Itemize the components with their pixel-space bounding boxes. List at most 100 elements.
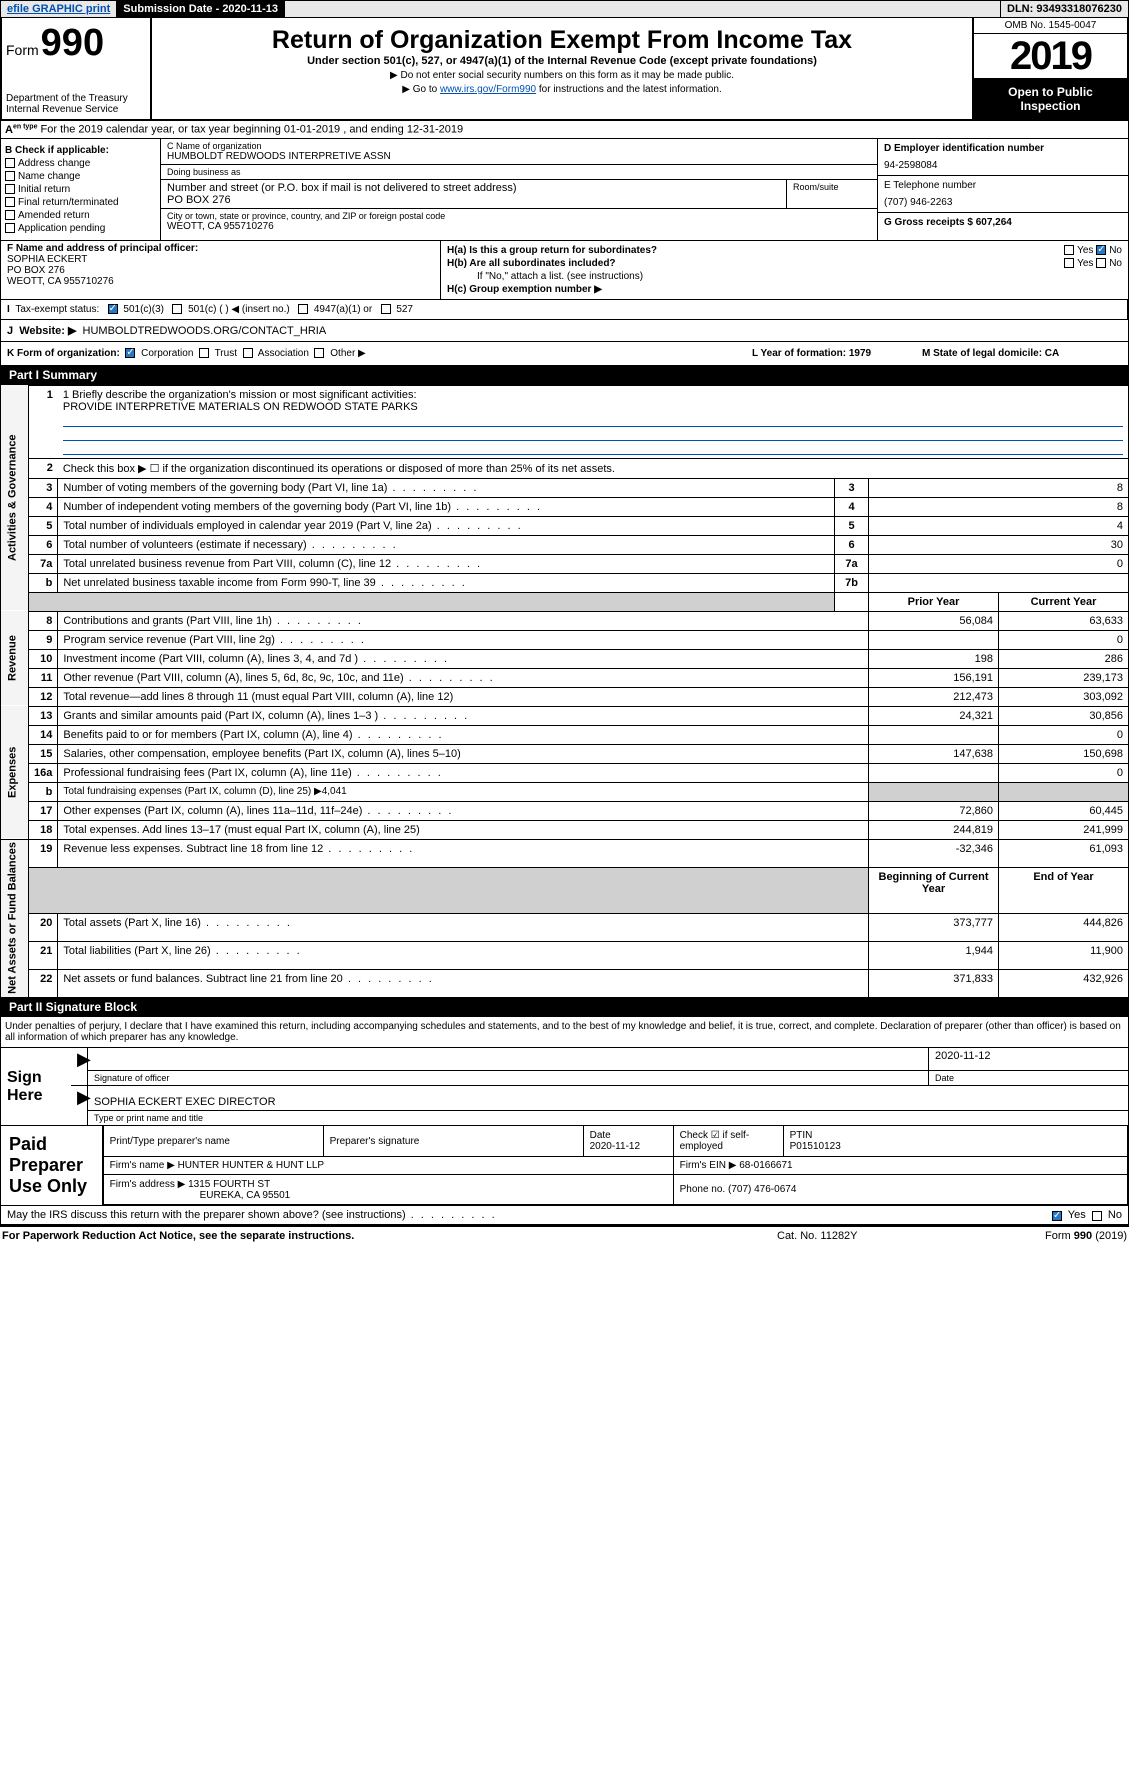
hc-label: H(c) Group exemption number ▶ — [447, 284, 602, 295]
val-20c: 444,826 — [999, 913, 1129, 941]
box-deg: D Employer identification number 94-2598… — [878, 139, 1128, 240]
form-title: Return of Organization Exempt From Incom… — [156, 26, 968, 55]
c-addr-label: Number and street (or P.O. box if mail i… — [167, 182, 780, 194]
chk-hb-no[interactable] — [1096, 258, 1106, 268]
firm-ein: 68-0166671 — [739, 1160, 792, 1171]
perjury-declaration: Under penalties of perjury, I declare th… — [0, 1017, 1129, 1048]
val-15p: 147,638 — [869, 744, 999, 763]
c-name-label: C Name of organization — [167, 141, 871, 151]
form-rev: Form 990 (2019) — [977, 1230, 1127, 1242]
efile-link[interactable]: efile GRAPHIC print — [1, 1, 117, 17]
officer-name: SOPHIA ECKERT — [7, 254, 87, 265]
val-21p: 1,944 — [869, 942, 999, 970]
chk-discuss-yes[interactable] — [1052, 1211, 1062, 1221]
form990-link[interactable]: www.irs.gov/Form990 — [440, 84, 536, 95]
name-title-label: Type or print name and title — [87, 1110, 1128, 1125]
val-17p: 72,860 — [869, 801, 999, 820]
val-16ac: 0 — [999, 763, 1129, 782]
form-number: Form990 — [6, 22, 146, 65]
officer-addr1: PO BOX 276 — [7, 265, 65, 276]
chk-name-change[interactable] — [5, 171, 15, 181]
chk-hb-yes[interactable] — [1064, 258, 1074, 268]
g-label: G Gross receipts $ 607,264 — [884, 217, 1012, 228]
val-7a: 0 — [869, 554, 1129, 573]
org-street: PO BOX 276 — [167, 194, 780, 206]
chk-assoc[interactable] — [243, 348, 253, 358]
val-15c: 150,698 — [999, 744, 1129, 763]
chk-final-return[interactable] — [5, 197, 15, 207]
val-19p: -32,346 — [869, 839, 999, 867]
side-governance: Activities & Governance — [1, 385, 29, 611]
section-fh: F Name and address of principal officer:… — [0, 241, 1129, 300]
form-note-2: ▶ Go to www.irs.gov/Form990 for instruct… — [156, 84, 968, 95]
summary-table: Activities & Governance 1 1 Briefly desc… — [0, 385, 1129, 999]
form-subtitle: Under section 501(c), 527, or 4947(a)(1)… — [156, 55, 968, 67]
val-12c: 303,092 — [999, 687, 1129, 706]
side-revenue: Revenue — [1, 611, 29, 706]
dept-treasury: Department of the Treasury Internal Reve… — [6, 93, 146, 115]
val-14c: 0 — [999, 725, 1129, 744]
chk-501c3[interactable] — [108, 304, 118, 314]
prep-check: Check ☑ if self-employed — [673, 1126, 783, 1156]
chk-corp[interactable] — [125, 348, 135, 358]
chk-501c[interactable] — [172, 304, 182, 314]
box-b: B Check if applicable: Address change Na… — [1, 139, 161, 240]
val-20p: 373,777 — [869, 913, 999, 941]
org-city: WEOTT, CA 955710276 — [167, 221, 871, 232]
val-7b — [869, 573, 1129, 592]
chk-amended[interactable] — [5, 210, 15, 220]
sig-date-label: Date — [928, 1070, 1128, 1085]
val-22p: 371,833 — [869, 970, 999, 998]
firm-addr2: EUREKA, CA 95501 — [200, 1190, 291, 1201]
paid-preparer-block: Paid Preparer Use Only Print/Type prepar… — [0, 1126, 1129, 1206]
side-expenses: Expenses — [1, 706, 29, 839]
hb-note: If "No," attach a list. (see instruction… — [447, 271, 1122, 282]
val-21c: 11,900 — [999, 942, 1129, 970]
val-13c: 30,856 — [999, 706, 1129, 725]
topbar-spacer — [285, 1, 1001, 17]
val-10p: 198 — [869, 649, 999, 668]
page-footer: For Paperwork Reduction Act Notice, see … — [0, 1225, 1129, 1245]
firm-phone: (707) 476-0674 — [728, 1184, 796, 1195]
d-label: D Employer identification number — [884, 143, 1044, 154]
val-11p: 156,191 — [869, 668, 999, 687]
val-11c: 239,173 — [999, 668, 1129, 687]
val-22c: 432,926 — [999, 970, 1129, 998]
chk-application[interactable] — [5, 223, 15, 233]
chk-trust[interactable] — [199, 348, 209, 358]
chk-ha-no[interactable] — [1096, 245, 1106, 255]
chk-discuss-no[interactable] — [1092, 1211, 1102, 1221]
discuss-row: May the IRS discuss this return with the… — [0, 1206, 1129, 1225]
chk-ha-yes[interactable] — [1064, 245, 1074, 255]
chk-other[interactable] — [314, 348, 324, 358]
chk-527[interactable] — [381, 304, 391, 314]
year-formation: L Year of formation: 1979 — [752, 348, 871, 359]
website: HUMBOLDTREDWOODS.ORG/CONTACT_HRIA — [83, 325, 327, 337]
chk-initial-return[interactable] — [5, 184, 15, 194]
chk-4947[interactable] — [298, 304, 308, 314]
top-bar: efile GRAPHIC print Submission Date - 20… — [0, 0, 1129, 18]
val-6: 30 — [869, 535, 1129, 554]
room-suite-label: Room/suite — [787, 180, 877, 208]
paid-preparer-label: Paid Preparer Use Only — [1, 1126, 103, 1205]
val-19c: 61,093 — [999, 839, 1129, 867]
prep-date: 2020-11-12 — [590, 1141, 640, 1152]
submission-date: Submission Date - 2020-11-13 — [117, 1, 285, 17]
dln: DLN: 93493318076230 — [1001, 1, 1128, 17]
val-3: 8 — [869, 478, 1129, 497]
val-9c: 0 — [999, 630, 1129, 649]
cat-no: Cat. No. 11282Y — [777, 1230, 977, 1242]
row-j: J Website: ▶ HUMBOLDTREDWOODS.ORG/CONTAC… — [0, 320, 1129, 342]
firm-addr: 1315 FOURTH ST — [188, 1179, 270, 1190]
org-name: HUMBOLDT REDWOODS INTERPRETIVE ASSN — [167, 151, 871, 162]
line-2: Check this box ▶ ☐ if the organization d… — [58, 458, 1129, 478]
prep-name-hdr: Print/Type preparer's name — [103, 1126, 323, 1156]
caret-icon: ▶ — [71, 1086, 87, 1110]
c-dba-label: Doing business as — [167, 167, 871, 177]
c-city-label: City or town, state or province, country… — [167, 211, 871, 221]
chk-address-change[interactable] — [5, 158, 15, 168]
officer-typed-name: SOPHIA ECKERT EXEC DIRECTOR — [87, 1086, 1128, 1110]
prep-sig-hdr: Preparer's signature — [323, 1126, 583, 1156]
sig-date: 2020-11-12 — [928, 1048, 1128, 1070]
telephone: (707) 946-2263 — [884, 197, 1122, 208]
